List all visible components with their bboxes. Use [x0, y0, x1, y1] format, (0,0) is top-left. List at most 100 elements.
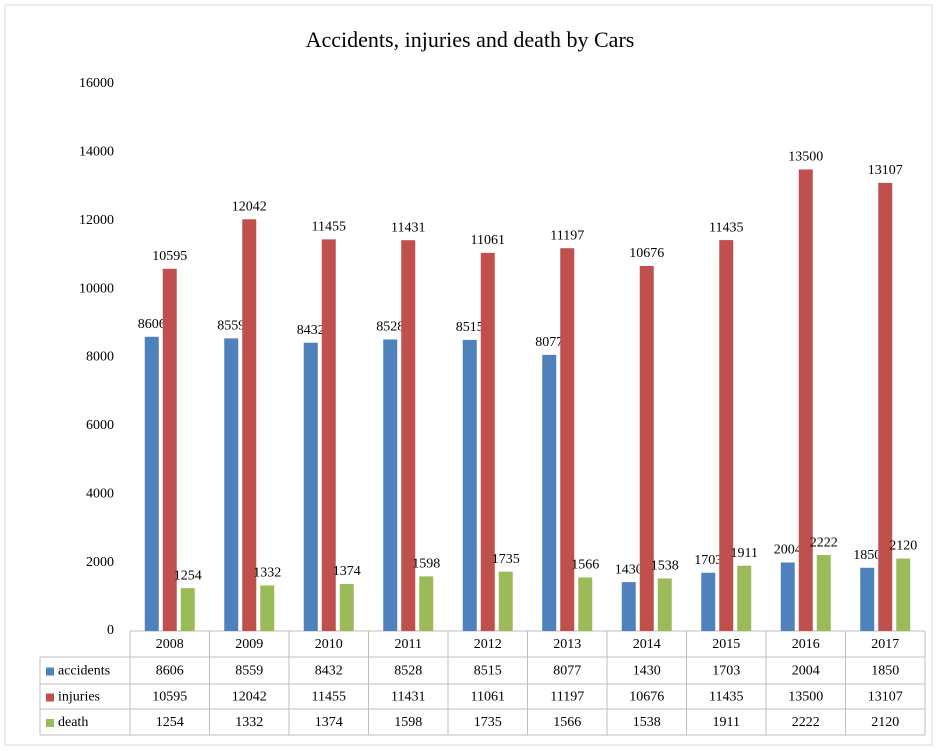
- bar: [419, 576, 434, 631]
- table-cell: 1566: [553, 715, 581, 730]
- data-label: 1254: [174, 568, 202, 583]
- chart-title: Accidents, injuries and death by Cars: [306, 27, 635, 52]
- legend-label: injuries: [58, 690, 100, 705]
- bar: [860, 567, 875, 631]
- y-tick-label: 8000: [86, 350, 114, 365]
- table-cell: 1374: [315, 715, 343, 730]
- table-cell: 2120: [871, 715, 899, 730]
- data-label: 12042: [232, 200, 267, 215]
- legend-swatch: [46, 719, 54, 727]
- bar: [144, 336, 159, 631]
- bar: [701, 572, 716, 631]
- data-label: 10676: [629, 246, 664, 261]
- x-tick-label: 2010: [315, 637, 343, 652]
- y-tick-label: 6000: [86, 418, 114, 433]
- table-cell: 1911: [713, 715, 740, 730]
- table-cell: 8515: [474, 664, 502, 679]
- table-cell: 8432: [315, 664, 343, 679]
- x-tick-label: 2016: [792, 637, 820, 652]
- bar: [162, 268, 177, 631]
- table-cell: 10595: [152, 690, 187, 705]
- bar: [242, 219, 257, 631]
- table-cell: 1538: [633, 715, 661, 730]
- legend-label: accidents: [58, 664, 110, 679]
- data-label: 2004: [774, 543, 802, 558]
- bar: [303, 342, 318, 631]
- x-tick-label: 2015: [712, 637, 740, 652]
- bar: [816, 555, 831, 631]
- data-label: 1911: [731, 546, 758, 561]
- table-cell: 8606: [156, 664, 184, 679]
- y-tick-label: 10000: [79, 281, 114, 296]
- x-tick-label: 2012: [474, 637, 502, 652]
- data-label: 1598: [412, 557, 440, 572]
- table-cell: 2222: [792, 715, 820, 730]
- table-cell: 1254: [156, 715, 184, 730]
- table-cell: 8077: [553, 664, 581, 679]
- x-tick-label: 2011: [395, 637, 422, 652]
- data-label: 1566: [571, 558, 599, 573]
- table-cell: 11455: [312, 690, 346, 705]
- table-cell: 12042: [232, 690, 267, 705]
- data-label: 11431: [391, 220, 425, 235]
- legend-swatch: [46, 693, 54, 702]
- data-label: 1703: [694, 553, 722, 568]
- bar: [657, 578, 672, 631]
- table-cell: 8559: [235, 664, 263, 679]
- data-label: 10595: [152, 249, 187, 264]
- bar: [578, 577, 593, 631]
- bar: [737, 565, 752, 631]
- table-cell: 1598: [394, 715, 422, 730]
- bar: [542, 354, 557, 631]
- table-cell: 8528: [394, 664, 422, 679]
- data-label: 1538: [651, 559, 679, 574]
- bar: [798, 169, 813, 631]
- table-cell: 1703: [712, 664, 740, 679]
- data-label: 11455: [312, 220, 346, 235]
- y-tick-label: 2000: [86, 555, 114, 570]
- bar: [321, 239, 336, 631]
- y-tick-label: 0: [107, 623, 114, 638]
- data-label: 8515: [456, 320, 484, 335]
- data-label: 13500: [788, 150, 823, 165]
- data-label: 11061: [471, 233, 505, 248]
- data-label: 11197: [550, 228, 584, 243]
- bar: [180, 588, 195, 631]
- bar: [498, 571, 513, 631]
- table-cell: 11431: [391, 690, 425, 705]
- x-tick-label: 2014: [633, 637, 661, 652]
- x-tick-label: 2009: [235, 637, 263, 652]
- bar: [621, 582, 636, 631]
- table-cell: 13107: [868, 690, 903, 705]
- y-tick-label: 4000: [86, 486, 114, 501]
- data-label: 11435: [709, 220, 743, 235]
- y-tick-label: 12000: [79, 213, 114, 228]
- bar: [878, 182, 893, 632]
- y-tick-label: 14000: [79, 145, 114, 160]
- x-tick-label: 2017: [871, 637, 899, 652]
- bar: [462, 339, 477, 631]
- bar: [260, 585, 275, 631]
- data-label: 8432: [297, 323, 325, 338]
- legend-swatch: [46, 667, 54, 676]
- bar: [339, 584, 354, 631]
- data-label: 8606: [138, 317, 166, 332]
- bar: [224, 338, 239, 631]
- data-label: 8528: [376, 320, 404, 335]
- data-label: 1735: [492, 552, 520, 567]
- data-label: 2120: [889, 539, 917, 554]
- data-label: 8559: [217, 319, 245, 334]
- bar: [719, 240, 734, 632]
- x-tick-label: 2008: [156, 637, 184, 652]
- data-label: 8077: [535, 335, 563, 350]
- bar: [896, 558, 911, 631]
- y-tick-label: 16000: [79, 76, 114, 91]
- table-cell: 11061: [471, 690, 505, 705]
- bar: [480, 252, 495, 632]
- table-cell: 1850: [871, 664, 899, 679]
- data-label: 1374: [333, 564, 361, 579]
- legend-label: death: [58, 715, 88, 730]
- table-cell: 13500: [788, 690, 823, 705]
- data-label: 2222: [810, 535, 838, 550]
